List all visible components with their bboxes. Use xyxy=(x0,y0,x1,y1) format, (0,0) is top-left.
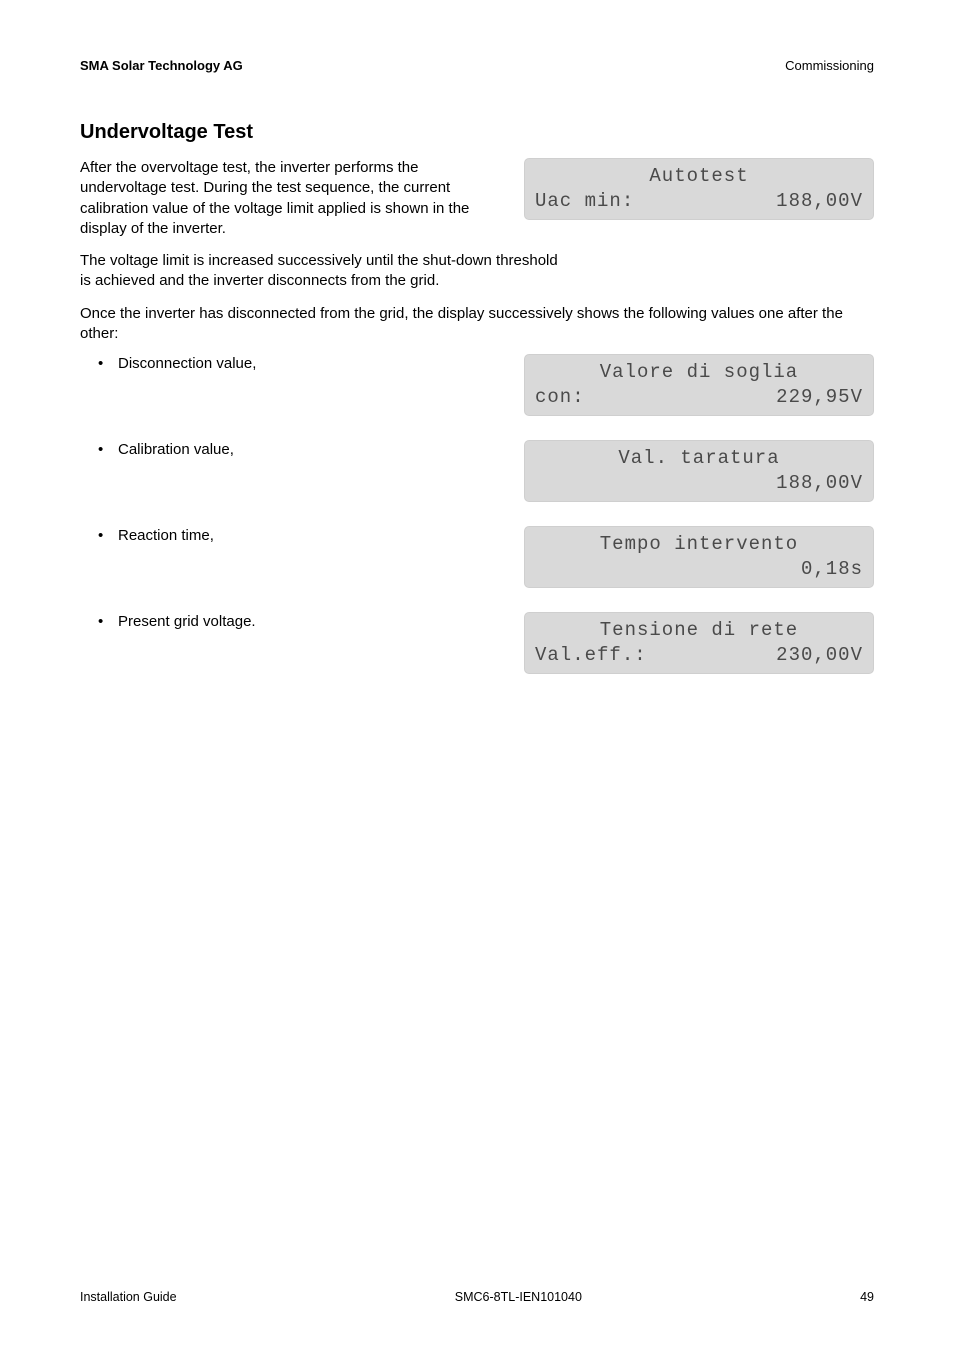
row-present: Present grid voltage. Tensione di rete V… xyxy=(80,612,874,674)
lcd-calibration-right: 188,00V xyxy=(776,471,863,496)
footer-left: Installation Guide xyxy=(80,1290,177,1304)
bullet-calibration: Calibration value, xyxy=(80,440,524,460)
lcd-calibration: Val. taratura 188,00V xyxy=(524,440,874,502)
page: SMA Solar Technology AG Commissioning Un… xyxy=(0,0,954,1352)
lcd-autotest-title: Autotest xyxy=(649,164,748,189)
section-title: Undervoltage Test xyxy=(80,121,874,144)
lcd-autotest-left: Uac min: xyxy=(535,189,634,214)
para-2: The voltage limit is increased successiv… xyxy=(80,251,560,292)
intro-block: After the overvoltage test, the inverter… xyxy=(80,158,874,251)
lcd-present: Tensione di rete Val.eff.: 230,00V xyxy=(524,612,874,674)
footer-right: 49 xyxy=(860,1290,874,1304)
bullet-present: Present grid voltage. xyxy=(80,612,524,632)
lcd-reaction-right: 0,18s xyxy=(801,557,863,582)
para-1: After the overvoltage test, the inverter… xyxy=(80,158,500,239)
row-calibration: Calibration value, Val. taratura 188,00V xyxy=(80,440,874,502)
bullet-reaction: Reaction time, xyxy=(80,526,524,546)
lcd-autotest-right: 188,00V xyxy=(776,189,863,214)
header-section: Commissioning xyxy=(785,58,874,73)
footer-center: SMC6-8TL-IEN101040 xyxy=(455,1290,582,1304)
page-footer: Installation Guide SMC6-8TL-IEN101040 49 xyxy=(80,1290,874,1304)
lcd-disconnection-title: Valore di soglia xyxy=(600,360,798,385)
lcd-present-right: 230,00V xyxy=(776,643,863,668)
bullet-disconnection: Disconnection value, xyxy=(80,354,524,374)
row-reaction: Reaction time, Tempo intervento 0,18s xyxy=(80,526,874,588)
lcd-disconnection-left: con: xyxy=(535,385,585,410)
page-header: SMA Solar Technology AG Commissioning xyxy=(80,58,874,73)
lcd-disconnection-right: 229,95V xyxy=(776,385,863,410)
lcd-disconnection: Valore di soglia con: 229,95V xyxy=(524,354,874,416)
lcd-present-left: Val.eff.: xyxy=(535,643,647,668)
header-company: SMA Solar Technology AG xyxy=(80,58,243,73)
row-disconnection: Disconnection value, Valore di soglia co… xyxy=(80,354,874,416)
lcd-present-title: Tensione di rete xyxy=(600,618,798,643)
para-3: Once the inverter has disconnected from … xyxy=(80,304,874,345)
lcd-reaction: Tempo intervento 0,18s xyxy=(524,526,874,588)
lcd-autotest: Autotest Uac min: 188,00V xyxy=(524,158,874,220)
lcd-reaction-title: Tempo intervento xyxy=(600,532,798,557)
lcd-calibration-title: Val. taratura xyxy=(618,446,779,471)
